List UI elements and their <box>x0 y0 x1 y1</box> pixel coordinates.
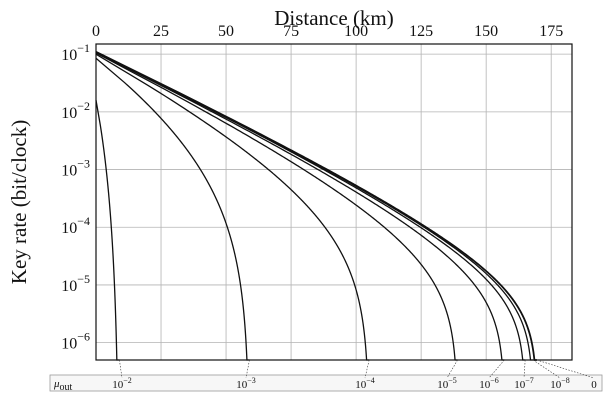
curve-mu-0 <box>95 99 120 361</box>
mu-leader <box>536 359 595 379</box>
mu-value-label: 10−2 <box>112 376 132 391</box>
mu-leader-lines <box>119 359 595 379</box>
mu-strip-box <box>49 374 603 392</box>
x-tick-label: 125 <box>409 23 433 40</box>
mu-value-label: 10−6 <box>479 376 499 391</box>
curve-mu-4 <box>95 51 505 361</box>
curve-mu-2 <box>95 53 370 361</box>
x-tick-label: 150 <box>474 23 498 40</box>
y-tick-label: 10−1 <box>61 41 90 64</box>
mu-out-label: μout <box>53 378 73 393</box>
mu-value-label: 10−3 <box>236 376 256 391</box>
y-tick-label: 10−2 <box>61 99 90 122</box>
mu-leader <box>523 359 526 379</box>
y-tick-labels: 10−6 10−5 10−4 10−3 10−2 10−1 <box>61 41 90 352</box>
mu-value-label: 10−8 <box>550 376 570 391</box>
mu-value-label: 0 <box>591 379 597 391</box>
mu-out-strip: μout 10−2 10−3 10−4 10−5 10−6 10−7 10−8 0 <box>49 374 603 393</box>
mu-value-label: 10−4 <box>355 376 375 391</box>
x-tick-label: 50 <box>218 23 234 40</box>
x-tick-labels: 0 25 50 75 100 125 150 175 <box>92 23 563 40</box>
y-axis-title: Key rate (bit/clock) <box>7 120 31 284</box>
curve-mu-7 <box>95 50 537 361</box>
x-tick-label: 175 <box>539 23 563 40</box>
curve-mu-5 <box>95 51 526 361</box>
mu-value-label: 10−7 <box>514 376 534 391</box>
curve-mu-6 <box>95 51 533 361</box>
mu-value-label: 10−5 <box>437 376 457 391</box>
curves <box>95 50 537 361</box>
y-tick-label: 10−3 <box>61 157 90 180</box>
y-tick-label: 10−6 <box>61 330 90 353</box>
grid <box>95 44 572 360</box>
curve-mu-1 <box>95 57 250 361</box>
x-tick-label: 0 <box>92 23 100 40</box>
x-axis-title: Distance (km) <box>274 6 394 30</box>
mu-leader <box>446 359 458 379</box>
mu-leader <box>245 359 250 379</box>
mu-leader <box>364 359 370 379</box>
x-tick-label: 25 <box>153 23 169 40</box>
x-tick-label: 75 <box>283 23 299 40</box>
mu-leader <box>488 359 505 379</box>
x-tick-label: 100 <box>344 23 368 40</box>
y-tick-label: 10−5 <box>61 272 90 295</box>
plot-frame <box>95 43 573 361</box>
mu-leader <box>532 359 561 379</box>
y-tick-label: 10−4 <box>61 214 90 237</box>
mu-leader <box>119 359 123 379</box>
curve-mu-3 <box>95 52 458 361</box>
